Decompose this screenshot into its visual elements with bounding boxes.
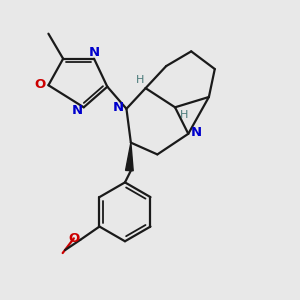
Polygon shape bbox=[126, 142, 133, 171]
Text: N: N bbox=[112, 101, 124, 114]
Text: H: H bbox=[136, 75, 145, 85]
Text: O: O bbox=[68, 232, 80, 245]
Text: N: N bbox=[89, 46, 100, 59]
Text: N: N bbox=[191, 126, 202, 139]
Text: H: H bbox=[180, 110, 188, 120]
Text: N: N bbox=[72, 104, 83, 117]
Text: O: O bbox=[34, 78, 46, 91]
